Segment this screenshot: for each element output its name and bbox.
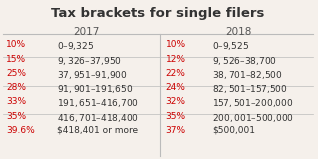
Text: $500,001: $500,001 [212, 126, 255, 135]
Text: $0–$9,525: $0–$9,525 [212, 40, 250, 52]
Text: Tax brackets for single filers: Tax brackets for single filers [51, 7, 265, 20]
Text: $91,901–$191,650: $91,901–$191,650 [57, 83, 134, 95]
Text: 2018: 2018 [225, 27, 252, 37]
Text: 15%: 15% [6, 55, 26, 64]
Text: 35%: 35% [166, 112, 186, 121]
Text: 25%: 25% [6, 69, 26, 78]
Text: 28%: 28% [6, 83, 26, 92]
Text: $37,951–$91,900: $37,951–$91,900 [57, 69, 128, 81]
Text: $416,701–$418,400: $416,701–$418,400 [57, 112, 139, 124]
Text: $200,001–$500,000: $200,001–$500,000 [212, 112, 294, 124]
Text: $191,651–$416,700: $191,651–$416,700 [57, 97, 139, 109]
Text: $418,401 or more: $418,401 or more [57, 126, 138, 135]
Text: 35%: 35% [6, 112, 26, 121]
Text: $9,526–$38,700: $9,526–$38,700 [212, 55, 277, 67]
Text: 2017: 2017 [73, 27, 100, 37]
Text: 39.6%: 39.6% [6, 126, 35, 135]
Text: 12%: 12% [166, 55, 186, 64]
Text: $0–$9,325: $0–$9,325 [57, 40, 94, 52]
Text: 24%: 24% [166, 83, 186, 92]
Text: $157,501–$200,000: $157,501–$200,000 [212, 97, 294, 109]
Text: 32%: 32% [166, 97, 186, 107]
Text: $9,326–$37,950: $9,326–$37,950 [57, 55, 122, 67]
Text: 37%: 37% [166, 126, 186, 135]
Text: $82,501–$157,500: $82,501–$157,500 [212, 83, 288, 95]
Text: 22%: 22% [166, 69, 186, 78]
Text: $38,701–$82,500: $38,701–$82,500 [212, 69, 283, 81]
Text: 10%: 10% [166, 40, 186, 49]
Text: 10%: 10% [6, 40, 26, 49]
Text: 33%: 33% [6, 97, 26, 107]
